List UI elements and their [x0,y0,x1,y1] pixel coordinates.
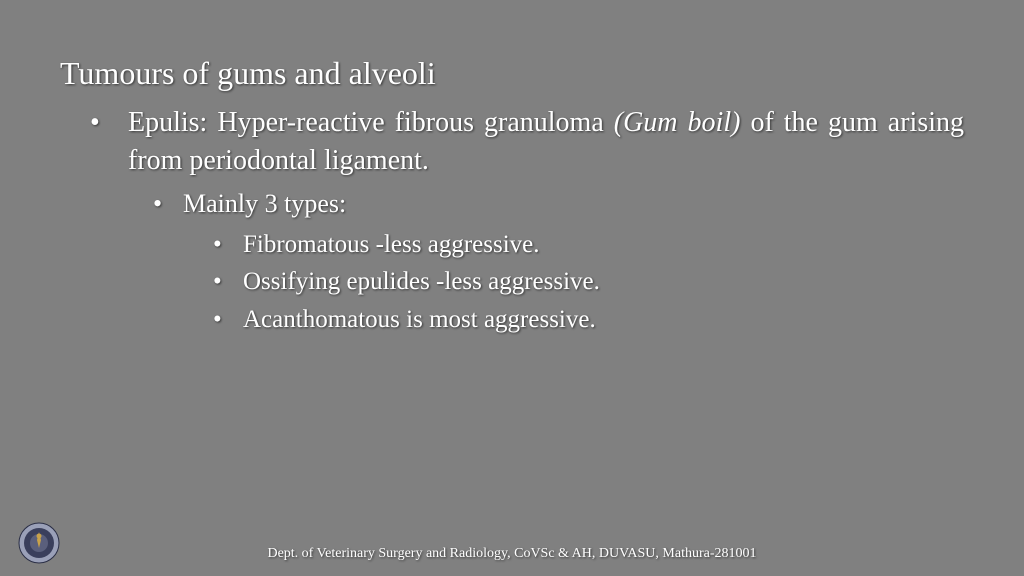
slide-title: Tumours of gums and alveoli [60,55,964,92]
bullet-text-types: Mainly 3 types: [183,189,346,218]
bullet-item-acanthomatous: Acanthomatous is most aggressive. [213,301,964,339]
bullet-text-italic: (Gum boil) [614,107,741,138]
bullet-item-types: Mainly 3 types: Fibromatous -less aggres… [153,186,964,339]
bullet-item-fibromatous: Fibromatous -less aggressive. [213,226,964,264]
bullet-item-ossifying: Ossifying epulides -less aggressive. [213,263,964,301]
bullet-item-epulis: Epulis: Hyper-reactive fibrous granuloma… [90,104,964,338]
footer-text: Dept. of Veterinary Surgery and Radiolog… [0,546,1024,562]
slide-content: Tumours of gums and alveoli Epulis: Hype… [0,0,1024,338]
bullet-list-level1: Epulis: Hyper-reactive fibrous granuloma… [60,104,964,338]
bullet-list-level2: Mainly 3 types: Fibromatous -less aggres… [128,186,964,339]
bullet-list-level3: Fibromatous -less aggressive. Ossifying … [183,226,964,339]
bullet-text-prefix: Epulis: Hyper-reactive fibrous granuloma [128,107,614,138]
